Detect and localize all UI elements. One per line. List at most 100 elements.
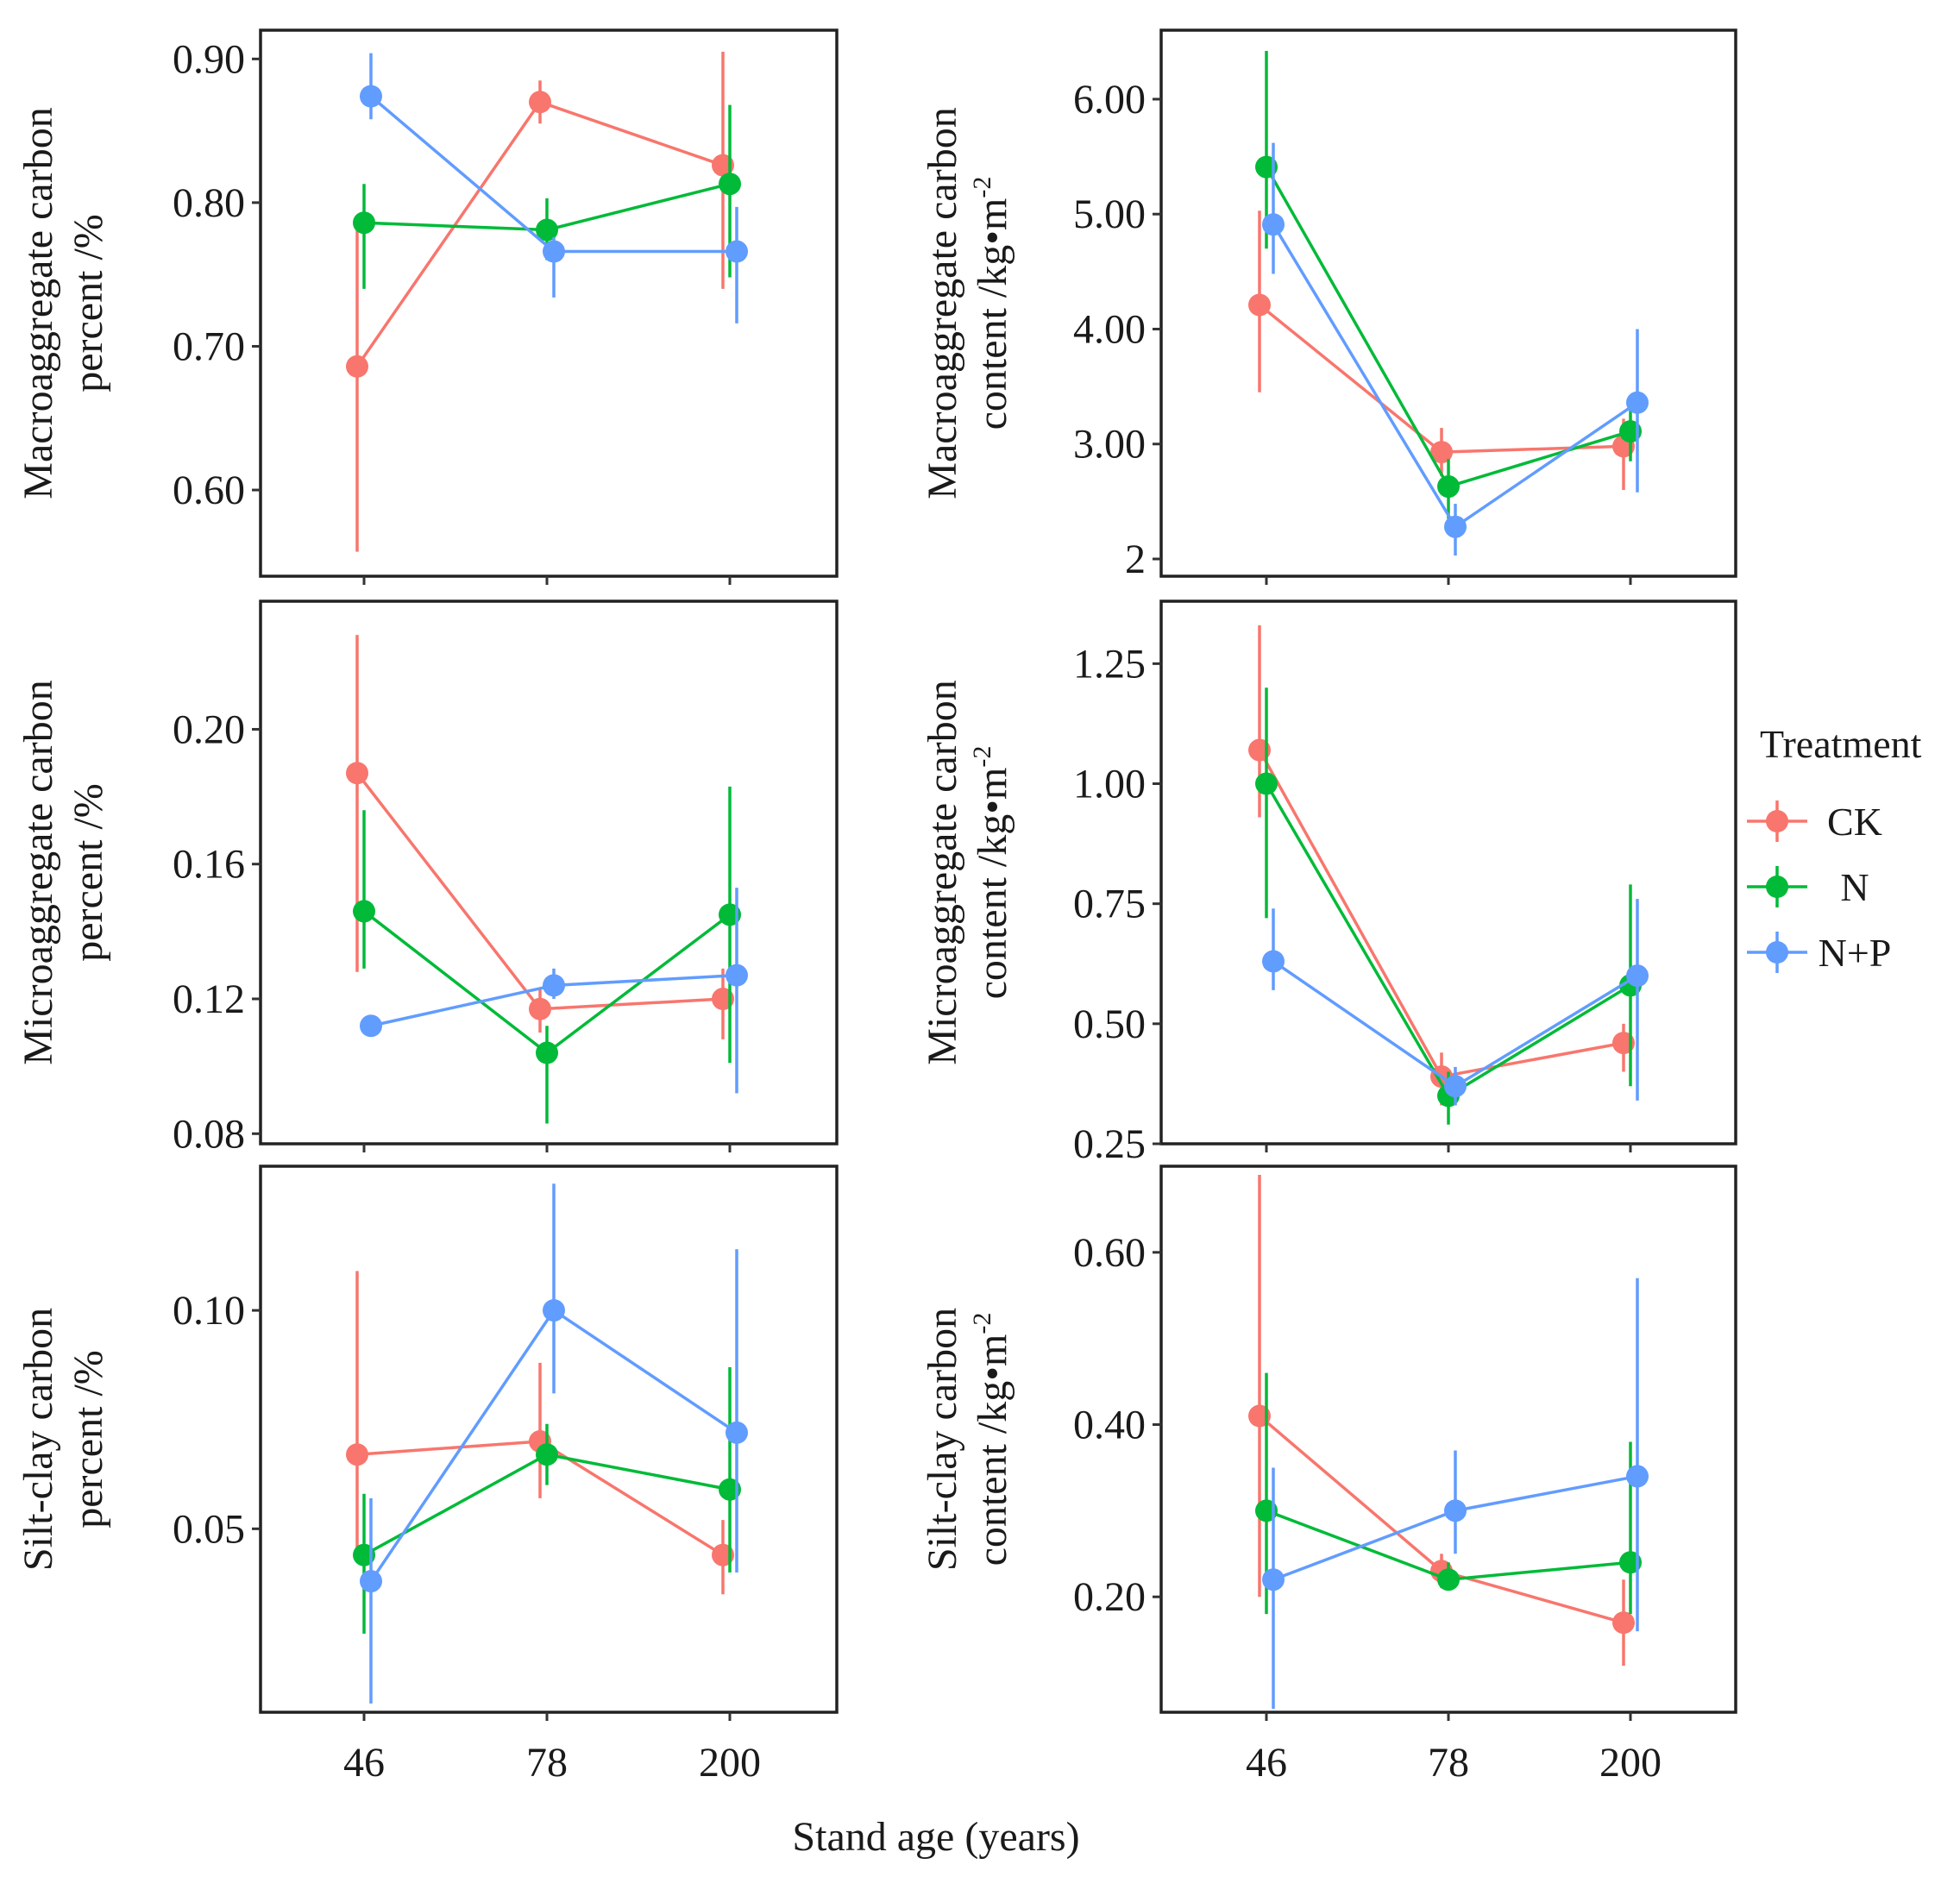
series-npp [1262, 899, 1649, 1106]
panel-2: 2 3.00 4.00 5.00 6.00 Macroaggregate carbon co… [920, 28, 1737, 585]
legend-items: CK N N+P [1747, 800, 1891, 975]
y-axis-title: Microaggregate carbon percent /% [16, 680, 111, 1064]
y-tick-label: 0.20 [1073, 1574, 1146, 1620]
data-point [536, 1041, 558, 1064]
panel-6: 0.20 0.40 0.60 Silt-clay carbon content /kg•… [920, 1164, 1737, 1721]
panel-3: 0.08 0.12 0.16 0.20 Microaggregate carbon per… [16, 600, 839, 1157]
data-point [726, 1421, 748, 1444]
panel-4: 0.25 0.50 0.75 1.00 1.25 Microaggregate carbo… [920, 600, 1737, 1167]
series-npp [1262, 142, 1649, 556]
y-tick-label: 0.60 [173, 468, 245, 513]
data-point [1612, 1611, 1635, 1635]
y-tick-label: 2 [1125, 537, 1146, 582]
y-axis-title: Silt-clay carbon percent /% [16, 1308, 111, 1571]
data-point [1262, 1568, 1285, 1591]
legend: Treatment CK N N+P [1747, 722, 1922, 975]
y-axis-title-line: percent /% [66, 1350, 111, 1529]
legend-title: Treatment [1760, 722, 1922, 766]
panel-1: 0.60 0.70 0.80 0.90 Macroaggregate carbon per… [16, 28, 839, 585]
y-axis-title-superscript: -2 [968, 177, 996, 198]
data-point [360, 1570, 382, 1593]
panel-frame [259, 1164, 839, 1714]
data-point [346, 1443, 368, 1466]
series-ck [346, 635, 734, 1039]
data-point [536, 1443, 558, 1466]
y-axis-title-line: content /kg•m [970, 1334, 1015, 1566]
y-axis-title: Macroaggregate carbon percent /% [16, 107, 111, 499]
y-tick-label: 0.60 [1073, 1230, 1146, 1276]
data-point [1626, 964, 1649, 988]
x-tick-label: 46 [1246, 1740, 1287, 1786]
series-npp [360, 888, 748, 1094]
y-tick-label: 1.25 [1073, 641, 1146, 687]
x-axes: 46 78 200 46 78 200 [343, 1740, 1662, 1786]
y-tick-label: 5.00 [1073, 191, 1146, 237]
panel-frame [259, 600, 839, 1146]
x-tick-label: 78 [526, 1740, 568, 1786]
data-point [719, 173, 741, 196]
y-axis-title-line: content /kg•m [970, 198, 1015, 430]
legend-label: N [1840, 865, 1869, 909]
data-point [1248, 293, 1271, 317]
legend-swatch-point [1766, 810, 1788, 832]
data-point [543, 240, 565, 263]
data-point [360, 85, 382, 108]
data-point [346, 762, 368, 785]
legend-item-n: N [1747, 865, 1869, 909]
data-point [353, 900, 375, 923]
data-point [1255, 772, 1278, 795]
data-point [1262, 213, 1285, 236]
data-point [360, 1014, 382, 1038]
x-axis-title: Stand age (years) [792, 1814, 1079, 1860]
data-point [536, 218, 558, 242]
y-axis-title-line: percent /% [66, 783, 111, 962]
data-point [1626, 391, 1649, 414]
data-point [353, 211, 375, 235]
data-point [529, 997, 551, 1020]
x-tick-label: 46 [343, 1740, 385, 1786]
y-axis-title-line: Silt-clay carbon [920, 1308, 965, 1571]
y-tick-label: 0.20 [173, 706, 245, 752]
series-npp [1262, 1277, 1649, 1710]
legend-swatch-point [1766, 876, 1788, 898]
y-tick-label: 0.70 [173, 323, 245, 369]
y-axis-title-line: Silt-clay carbon [16, 1308, 61, 1571]
y-tick-label: 6.00 [1073, 77, 1146, 122]
y-axis-title-superscript: -2 [968, 1313, 996, 1334]
data-point [1437, 1568, 1460, 1591]
data-point [1430, 441, 1453, 464]
data-point [726, 964, 748, 987]
legend-label: CK [1827, 800, 1882, 844]
series-n [353, 104, 741, 289]
y-tick-label: 0.05 [173, 1506, 245, 1552]
data-point [1444, 1499, 1467, 1522]
data-point [346, 355, 368, 378]
y-axis-title-line: Macroaggregate carbon [16, 107, 61, 499]
y-axis-title-line: Microaggregate carbon [16, 680, 61, 1064]
y-axis-title: Microaggregate carbon content /kg•m-2 [920, 680, 1015, 1064]
legend-item-ck: CK [1747, 800, 1882, 844]
series-ck [346, 51, 734, 552]
data-point [1444, 1075, 1467, 1098]
y-tick-label: 0.12 [173, 976, 245, 1022]
x-tick-label: 200 [699, 1740, 761, 1786]
y-axis-title: Silt-clay carbon content /kg•m-2 [920, 1308, 1015, 1571]
x-tick-label: 78 [1428, 1740, 1469, 1786]
data-point [1444, 515, 1467, 538]
series-npp [360, 1183, 748, 1704]
y-tick-label: 0.10 [173, 1288, 245, 1334]
y-axis-title-line: Microaggregate carbon [920, 680, 965, 1064]
y-axis-title-line: Macroaggregate carbon [920, 107, 965, 499]
y-axis-title-superscript: -2 [968, 746, 996, 768]
y-tick-label: 0.25 [1073, 1121, 1146, 1167]
y-tick-label: 3.00 [1073, 422, 1146, 468]
legend-swatch-point [1766, 941, 1788, 964]
data-point [1626, 1465, 1649, 1488]
legend-item-np: N+P [1747, 931, 1891, 975]
x-tick-label: 200 [1599, 1740, 1662, 1786]
panel-frame [259, 28, 839, 578]
legend-label: N+P [1819, 931, 1892, 975]
series-npp [360, 53, 748, 323]
